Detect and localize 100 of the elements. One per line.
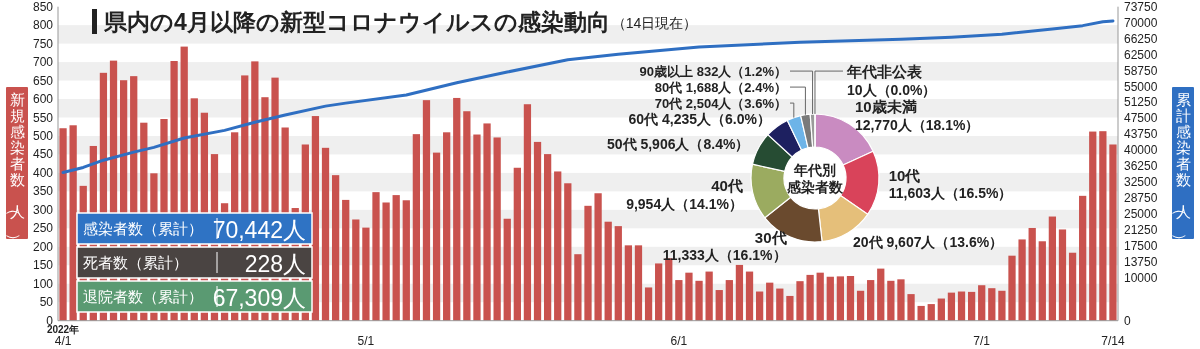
slice-label: 10代 <box>888 166 921 184</box>
bar <box>1079 195 1087 321</box>
y2-tick-label: 0 <box>1124 313 1131 328</box>
bar <box>947 292 956 321</box>
bar <box>927 304 935 321</box>
bar <box>695 280 703 321</box>
y-tick-label: 650 <box>32 73 54 88</box>
annotation: 死者数（累計） <box>83 254 188 271</box>
annotation: 感染者数（累計） <box>83 220 203 237</box>
bar <box>867 280 875 321</box>
slice-label: 10歳未満 <box>854 98 917 116</box>
bar <box>907 294 915 321</box>
bar <box>342 199 350 321</box>
bar <box>321 147 330 321</box>
text: 年代別感染者数 <box>786 161 844 195</box>
bar <box>715 290 723 321</box>
bar <box>624 245 633 321</box>
bar <box>1068 252 1077 321</box>
y-tick-label: 800 <box>32 18 54 33</box>
y2-tick-label: 62500 <box>1124 47 1158 62</box>
x-tick-label: 7/14 <box>1101 334 1125 348</box>
bar <box>331 175 340 321</box>
data-label: 12,770人（18.1%） <box>854 116 980 133</box>
bar <box>554 171 562 321</box>
y2-tick-label: 40000 <box>1124 143 1158 158</box>
y2-tick-label: 66250 <box>1124 31 1158 46</box>
bar <box>1099 131 1107 321</box>
bar <box>998 290 1006 321</box>
bar <box>463 111 471 321</box>
y2-tick-label: 51250 <box>1124 95 1158 110</box>
bar <box>604 221 612 321</box>
slice-label: 70代 2,504人（3.6%） <box>654 95 787 111</box>
bar <box>897 279 905 321</box>
bar <box>1089 131 1097 321</box>
bar <box>988 288 996 321</box>
bar <box>806 274 814 321</box>
bar <box>655 263 663 321</box>
y-tick-label: 250 <box>32 221 54 236</box>
y2-tick-label: 25000 <box>1124 207 1158 222</box>
y-tick-label: 850 <box>32 0 54 14</box>
bar <box>1058 229 1067 321</box>
data-label: 11,333人（16.1%） <box>662 247 787 264</box>
bar <box>594 193 602 321</box>
y2-tick-label: 43750 <box>1124 127 1158 142</box>
bar <box>836 276 845 321</box>
y-tick-label: 100 <box>32 276 54 291</box>
bar <box>584 205 592 321</box>
bar <box>362 227 370 321</box>
bar <box>917 305 925 321</box>
chart-title: 県内の4月以降の新型コロナウイルスの感染動向 <box>103 9 610 35</box>
bar <box>846 276 855 321</box>
y2-tick-label: 21250 <box>1124 223 1158 238</box>
slice-label: 年代非公表 <box>845 62 923 80</box>
x-tick-label: 4/1 <box>54 334 72 348</box>
bar <box>432 152 441 321</box>
bar <box>937 298 945 321</box>
y-tick-label: 550 <box>32 110 54 125</box>
y-tick-label: 450 <box>32 147 54 162</box>
bar <box>735 264 744 321</box>
y2-tick-label: 36250 <box>1124 159 1158 174</box>
y2-tick-label: 28750 <box>1124 191 1158 206</box>
data-label: 9,954人（14.1%） <box>626 195 743 212</box>
bar <box>574 254 582 321</box>
y2-tick-label: 32500 <box>1124 175 1158 190</box>
bar <box>523 104 532 321</box>
data-label: 10人（0.0%） <box>846 82 937 99</box>
bar <box>826 276 834 321</box>
bar <box>533 141 542 321</box>
bar <box>978 285 986 321</box>
bar <box>412 134 421 321</box>
bar <box>766 282 774 321</box>
annotation: 67,309人 <box>212 284 306 311</box>
annotation: 70,442人 <box>212 216 306 243</box>
y-tick-label: 600 <box>32 92 54 107</box>
bar <box>1008 255 1016 321</box>
bar <box>967 291 976 321</box>
bar <box>675 280 683 321</box>
y2-tick-label: 70000 <box>1124 15 1158 30</box>
bar <box>685 272 693 321</box>
y-tick-label: 350 <box>32 184 54 199</box>
y2-tick-label: 55000 <box>1124 79 1158 94</box>
bar <box>877 268 885 321</box>
y-tick-label: 300 <box>32 202 54 217</box>
bar <box>776 288 784 321</box>
bar <box>372 192 380 321</box>
bar <box>887 280 895 321</box>
bar <box>644 287 653 321</box>
y-tick-label: 200 <box>32 239 54 254</box>
bar <box>443 132 451 321</box>
bar <box>564 183 572 321</box>
x-tick-label: 5/1 <box>357 334 375 348</box>
text: 新規感染者数（人） <box>6 90 25 248</box>
slice-label: 40代 <box>711 177 743 195</box>
y2-tick-label: 13750 <box>1124 255 1158 270</box>
bar <box>513 167 521 321</box>
bar <box>957 291 966 321</box>
bar <box>382 202 390 321</box>
bar <box>725 280 733 321</box>
bar <box>1028 227 1036 321</box>
y2-tick-label: 17500 <box>1124 239 1158 254</box>
